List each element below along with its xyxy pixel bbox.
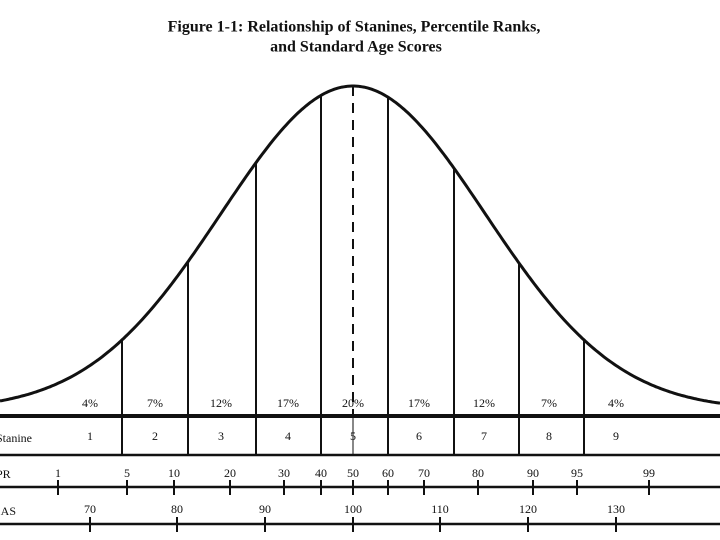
stanine-value: 3 xyxy=(218,429,224,443)
percentage: 17% xyxy=(277,396,299,410)
sas-tick-label: 120 xyxy=(519,502,537,516)
stanine-value: 6 xyxy=(416,429,422,443)
percentage: 7% xyxy=(147,396,163,410)
percentage: 17% xyxy=(408,396,430,410)
stanine-value: 9 xyxy=(613,429,619,443)
sas-label: SAS xyxy=(0,504,16,518)
pr-tick-label: 70 xyxy=(418,466,430,480)
percentage: 20% xyxy=(342,396,364,410)
stanine-label: Stanine xyxy=(0,431,32,445)
percentage: 4% xyxy=(608,396,624,410)
pr-label: PR xyxy=(0,467,11,481)
pr-tick-label: 99 xyxy=(643,466,655,480)
sas-tick-label: 70 xyxy=(84,502,96,516)
percentage: 12% xyxy=(473,396,495,410)
normal-curve xyxy=(0,84,720,405)
pr-tick-label: 60 xyxy=(382,466,394,480)
sas-tick-label: 130 xyxy=(607,502,625,516)
pr-tick-label: 40 xyxy=(315,466,327,480)
stanine-value: 1 xyxy=(87,429,93,443)
sas-tick-label: 90 xyxy=(259,502,271,516)
pr-tick-label: 20 xyxy=(224,466,236,480)
stanine-value: 5 xyxy=(350,429,356,443)
stanine-value: 8 xyxy=(546,429,552,443)
percentage: 4% xyxy=(82,396,98,410)
pr-tick-label: 90 xyxy=(527,466,539,480)
pr-tick-label: 50 xyxy=(347,466,359,480)
pr-tick-label: 30 xyxy=(278,466,290,480)
title-line-1: Figure 1-1: Relationship of Stanines, Pe… xyxy=(168,19,541,36)
title-line-2: and Standard Age Scores xyxy=(270,39,442,56)
pr-tick-label: 95 xyxy=(571,466,583,480)
stanine-value: 7 xyxy=(481,429,487,443)
sas-tick-label: 80 xyxy=(171,502,183,516)
pr-tick-label: 1 xyxy=(55,466,61,480)
pr-tick-label: 5 xyxy=(124,466,130,480)
percentage: 12% xyxy=(210,396,232,410)
percentage: 7% xyxy=(541,396,557,410)
pr-tick-label: 80 xyxy=(472,466,484,480)
sas-tick-label: 100 xyxy=(344,502,362,516)
pr-tick-label: 10 xyxy=(168,466,180,480)
stanine-value: 2 xyxy=(152,429,158,443)
stanine-value: 4 xyxy=(285,429,291,443)
sas-tick-label: 110 xyxy=(431,502,449,516)
